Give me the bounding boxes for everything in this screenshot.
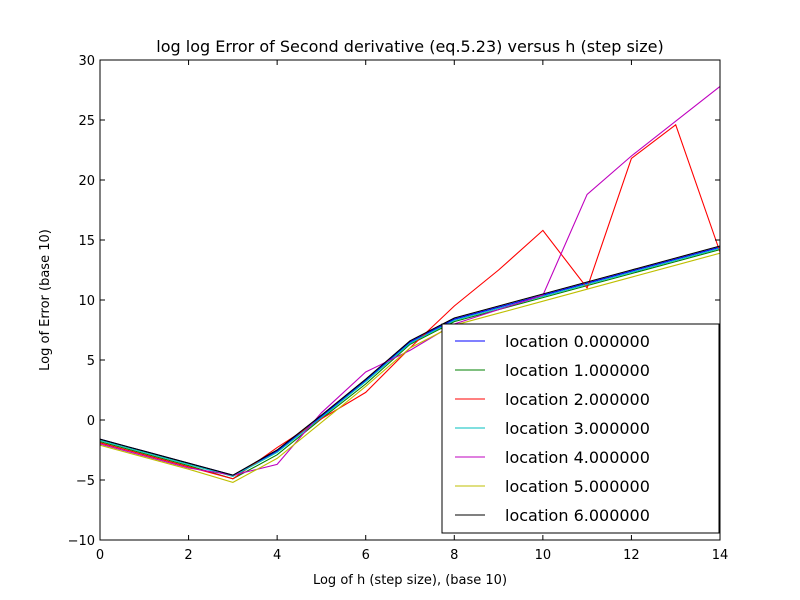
x-tick-label-7: 14 [712,548,729,563]
legend-label-4: location 4.000000 [505,448,650,467]
y-tick-label-1: −5 [76,474,95,489]
legend-label-2: location 2.000000 [505,390,650,409]
x-tick-label-1: 2 [184,548,192,563]
y-tick-label-3: 5 [87,354,95,369]
x-tick-label-2: 4 [273,548,281,563]
x-tick-labels: 0 2 4 6 8 10 12 14 [96,548,728,563]
y-tick-label-6: 20 [78,174,95,189]
legend-box [441,323,720,534]
legend-label-1: location 1.000000 [505,361,650,380]
x-tick-label-6: 12 [623,548,640,563]
y-tick-label-2: 0 [87,414,95,429]
y-tick-label-8: 30 [78,54,95,69]
y-tick-labels: −10 −5 0 5 10 15 20 25 30 [68,54,95,549]
y-tick-label-5: 15 [78,234,95,249]
legend: location 0.000000 location 1.000000 locati… [441,323,720,534]
legend-label-0: location 0.000000 [505,332,650,351]
legend-label-6: location 6.000000 [505,506,650,525]
x-axis-label: Log of h (step size), (base 10) [313,573,507,588]
series-line-3 [99,247,721,477]
x-tick-label-3: 6 [362,548,370,563]
series-line-4 [99,85,721,476]
y-tick-label-0: −10 [68,534,95,549]
y-tick-label-7: 25 [78,114,95,129]
plot-frame [99,59,721,541]
x-tick-label-5: 10 [535,548,552,563]
x-tick-label-0: 0 [96,548,104,563]
legend-label-5: location 5.000000 [505,477,650,496]
y-tick-label-4: 10 [78,294,95,309]
y-axis-label: Log of Error (base 10) [38,229,53,371]
series-layer [99,85,721,483]
series-line-5 [99,252,721,483]
chart-title: log log Error of Second derivative (eq.5… [156,37,663,56]
legend-label-3: location 3.000000 [505,419,650,438]
x-tick-label-4: 8 [450,548,458,563]
series-line-6 [99,245,721,476]
